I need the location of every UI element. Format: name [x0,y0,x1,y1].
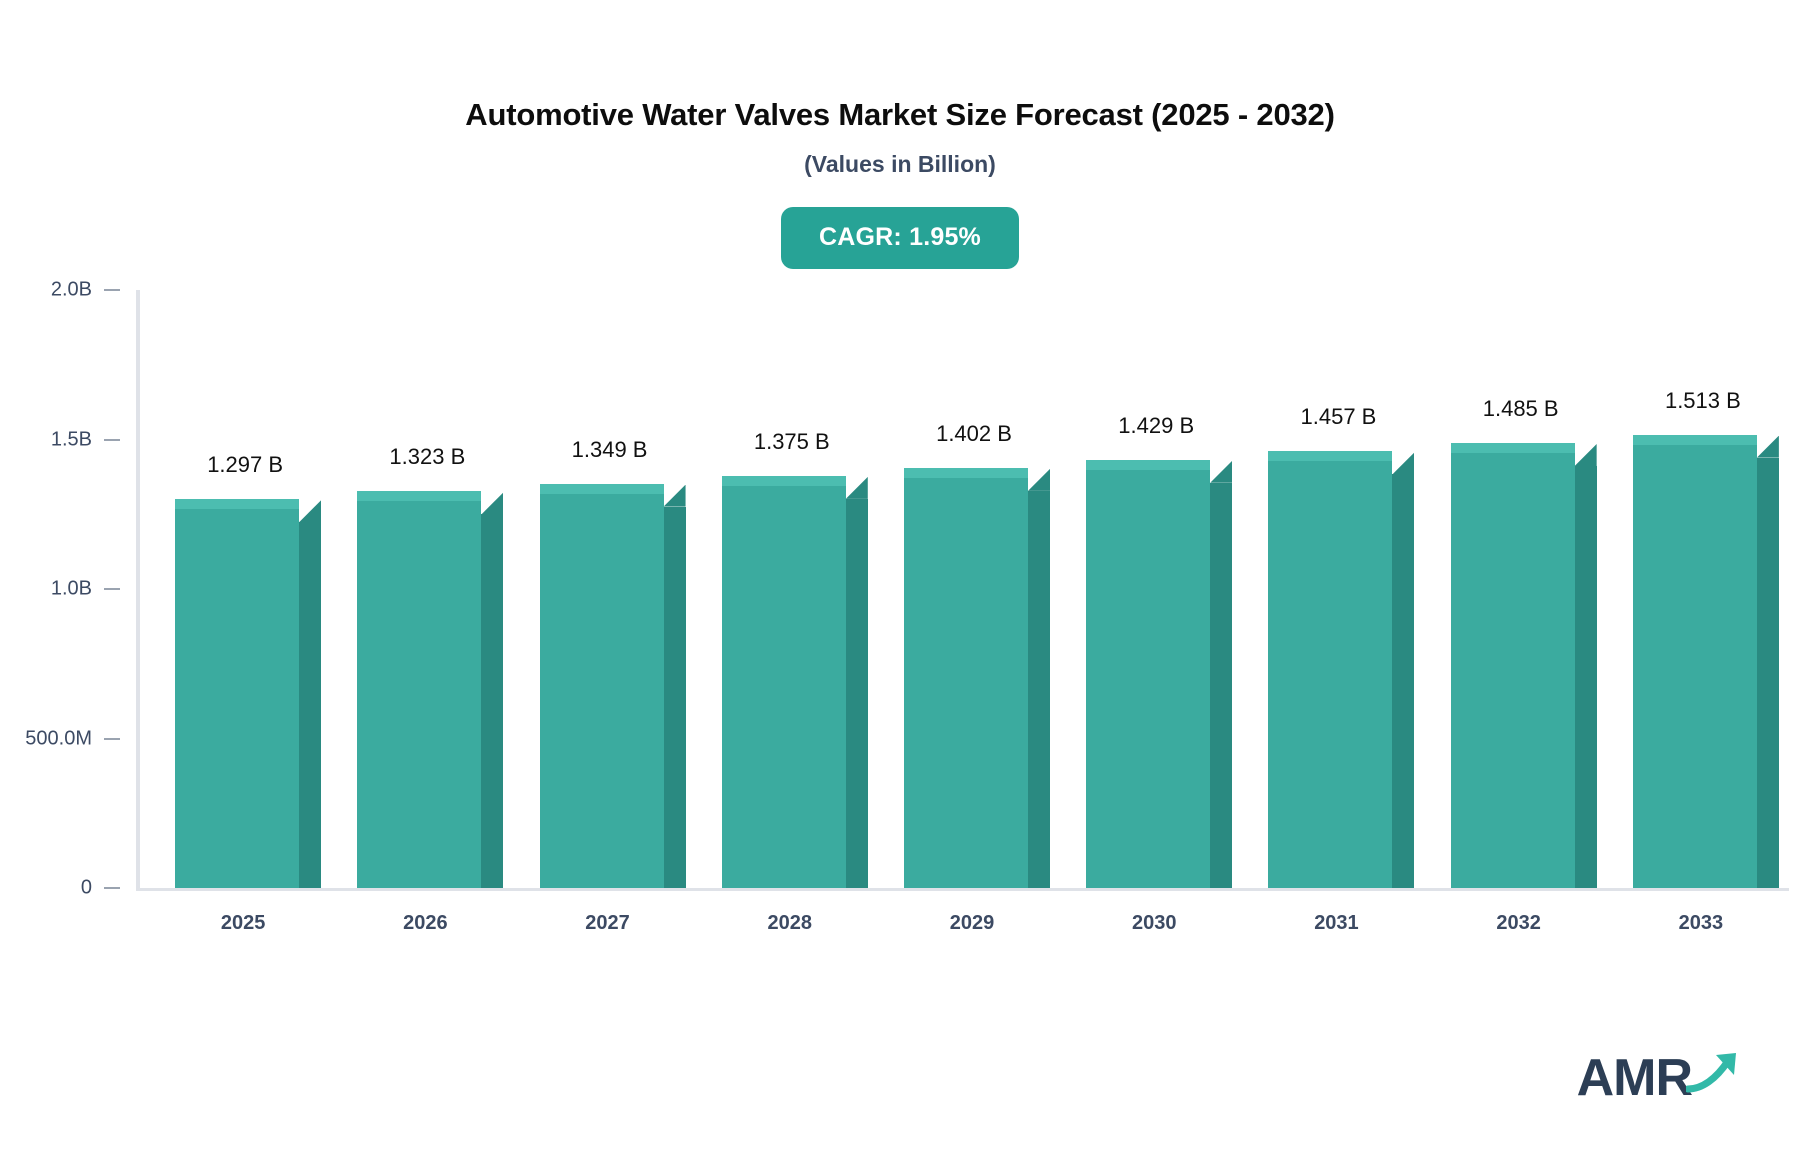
x-axis-label-2027: 2027 [585,912,630,934]
bar-2027[interactable] [539,463,686,888]
y-axis-tick-label: 1.5B [50,428,92,450]
chart-header: Automotive Water Valves Market Size Fore… [0,0,1800,179]
bar-side-face [1756,457,1779,888]
x-axis-label-2026: 2026 [403,912,448,934]
x-axis-label-2028: 2028 [767,912,813,934]
bar-side-bevel [1028,468,1050,491]
bar-top-face [721,475,846,486]
growth-arrow-icon [1684,1049,1744,1098]
bar-2031[interactable] [1268,430,1415,888]
bar-side-bevel [481,492,504,515]
bar-value-label: 1.349 B [571,436,648,462]
amr-logo-text: AMR [1576,1049,1693,1107]
x-axis-label-2030: 2030 [1131,912,1177,934]
bar-top-face [1268,451,1393,462]
bar-2028[interactable] [721,455,868,888]
bar-top-face [1450,443,1575,453]
bar-front-face [1086,460,1211,888]
cagr-badge: CAGR: 1.95% [781,206,1019,269]
y-axis-tick-label: 1.0B [50,577,92,600]
x-axis-label-2033: 2033 [1678,912,1724,934]
bar-side-face [481,514,504,888]
bar-top-face [357,491,482,502]
bar-front-face [357,492,482,888]
bar-value-label: 1.485 B [1482,395,1559,421]
bar-2025[interactable] [175,478,322,888]
bar-value-label: 1.297 B [207,452,284,478]
x-axis-line [136,888,1789,891]
bar-top-face [539,483,664,494]
bar-value-label: 1.375 B [753,428,830,454]
y-axis-tick-label: 2.0B [50,278,92,301]
bar-2026[interactable] [357,470,504,888]
bar-series [146,290,1786,888]
bar-front-face [1268,452,1393,888]
bar-side-bevel [299,500,322,523]
bar-side-face [663,506,686,888]
bar-top-face [1632,434,1757,445]
y-axis-tick-mark [104,438,120,441]
x-axis-label-2032: 2032 [1496,912,1541,934]
bar-value-label: 1.457 B [1300,404,1377,430]
x-axis-label-2031: 2031 [1314,912,1359,934]
bar-value-label: 1.402 B [936,420,1012,446]
bar-side-face [1392,474,1415,888]
bar-2029[interactable] [904,447,1050,888]
bar-side-face [845,498,868,888]
bar-side-face [299,522,322,888]
bar-side-face [1574,466,1597,888]
bar-side-bevel [1210,460,1233,483]
bar-front-face [1632,435,1757,888]
bar-value-label: 1.323 B [389,444,466,470]
bar-side-bevel [663,484,686,507]
bar-value-label: 1.513 B [1664,387,1741,413]
bar-front-face [175,500,300,888]
x-axis-label-2025: 2025 [220,912,266,934]
y-axis-tick-mark [104,737,120,740]
bar-front-face [1450,444,1575,888]
bar-front-face [721,476,846,888]
bar-side-face [1028,490,1050,888]
y-axis-tick-mark [104,887,120,889]
bar-top-face [1086,459,1211,470]
x-axis-label-2029: 2029 [949,912,995,934]
bar-2032[interactable] [1450,422,1597,888]
bar-side-bevel [1756,435,1779,458]
bar-side-face [1210,482,1233,888]
bar-2033[interactable] [1632,414,1779,888]
y-axis-tick-label: 0 [80,876,92,899]
bar-front-face [539,484,664,888]
cagr-badge-row: CAGR: 1.95% [0,206,1800,269]
y-axis-tick-mark [104,588,120,590]
bar-top-face [175,499,300,510]
bar-top-face [904,467,1028,478]
y-axis-tick-mark [104,289,120,291]
bar-side-bevel [845,476,868,499]
bar-2030[interactable] [1086,439,1233,888]
y-axis-line [136,290,140,890]
bar-front-face [904,468,1028,888]
bar-side-bevel [1574,444,1597,466]
chart-subtitle: (Values in Billion) [804,151,996,178]
bar-side-bevel [1392,452,1415,475]
bar-value-label: 1.429 B [1118,412,1195,438]
y-axis-tick-label: 500.0M [25,727,92,749]
page-title: Automotive Water Valves Market Size Fore… [465,97,1335,132]
amr-logo: AMR [1577,1049,1744,1104]
